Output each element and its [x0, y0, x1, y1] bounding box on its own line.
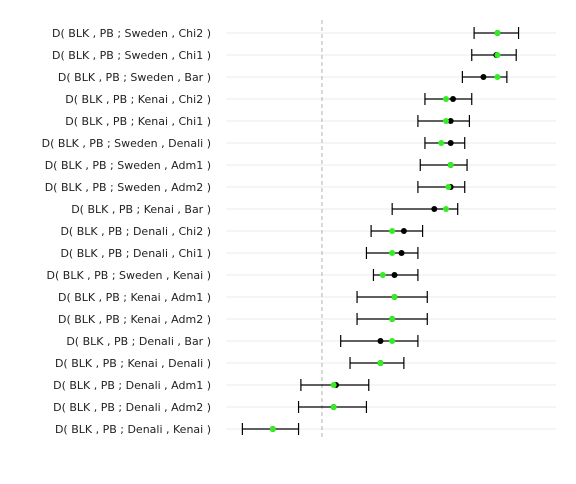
- row-label: D( BLK , PB ; Sweden , Denali ): [42, 137, 211, 150]
- point-estimate: [400, 228, 407, 234]
- resampled-mean-point: [269, 426, 276, 432]
- point-estimate: [480, 74, 487, 80]
- point-estimate: [447, 118, 454, 124]
- resampled-mean-point: [494, 52, 501, 58]
- resampled-mean-point: [379, 272, 386, 278]
- row-label: D( BLK , PB ; Denali , Bar ): [66, 335, 211, 348]
- resampled-mean-point: [443, 96, 449, 102]
- resampled-mean-point: [389, 316, 396, 322]
- row-label: D( BLK , PB ; Kenai , Chi1 ): [65, 115, 211, 128]
- row-label: D( BLK , PB ; Sweden , Adm1 ): [45, 159, 211, 172]
- resampled-mean-point: [443, 206, 449, 212]
- row-label: D( BLK , PB ; Sweden , Bar ): [58, 71, 211, 84]
- resampled-mean-point: [443, 118, 449, 124]
- row-label: D( BLK , PB ; Kenai , Adm2 ): [58, 313, 211, 326]
- resampled-mean-point: [445, 184, 452, 190]
- row-label: D( BLK , PB ; Denali , Chi1 ): [60, 247, 211, 260]
- resampled-mean-point: [330, 382, 337, 388]
- resampled-mean-point: [494, 30, 501, 36]
- row-label: D( BLK , PB ; Kenai , Bar ): [71, 203, 211, 216]
- point-estimate: [398, 250, 405, 256]
- resampled-mean-point: [389, 338, 396, 344]
- row-label: D( BLK , PB ; Kenai , Adm1 ): [58, 291, 211, 304]
- row-label: D( BLK , PB ; Sweden , Chi2 ): [52, 27, 211, 40]
- row-label: D( BLK , PB ; Denali , Chi2 ): [60, 225, 211, 238]
- row-label: D( BLK , PB ; Kenai , Chi2 ): [65, 93, 211, 106]
- row-label: D( BLK , PB ; Denali , Adm1 ): [53, 379, 211, 392]
- points-layer: [269, 30, 501, 432]
- resampled-mean-point: [494, 74, 501, 80]
- resampled-mean-point: [391, 294, 398, 300]
- resampled-mean-point: [447, 162, 454, 168]
- resampled-mean-point: [389, 250, 396, 256]
- point-estimate: [431, 206, 438, 212]
- resampled-mean-point: [389, 228, 396, 234]
- row-label: D( BLK , PB ; Denali , Adm2 ): [53, 401, 211, 414]
- row-label: D( BLK , PB ; Kenai , Denali ): [55, 357, 211, 370]
- resampled-mean-point: [377, 360, 384, 366]
- point-estimate: [450, 96, 457, 102]
- row-labels-layer: D( BLK , PB ; Sweden , Chi2 ) D( BLK , PB…: [42, 27, 211, 436]
- point-estimate: [391, 272, 398, 278]
- row-label: D( BLK , PB ; Sweden , Chi1 ): [52, 49, 211, 62]
- row-label: D( BLK , PB ; Sweden , Adm2 ): [45, 181, 211, 194]
- point-estimate: [447, 140, 454, 146]
- row-label: D( BLK , PB ; Sweden , Kenai ): [47, 269, 211, 282]
- point-estimate: [377, 338, 384, 344]
- resampled-mean-point: [330, 404, 337, 410]
- row-label: D( BLK , PB ; Denali , Kenai ): [55, 423, 211, 436]
- resampled-mean-point: [438, 140, 445, 146]
